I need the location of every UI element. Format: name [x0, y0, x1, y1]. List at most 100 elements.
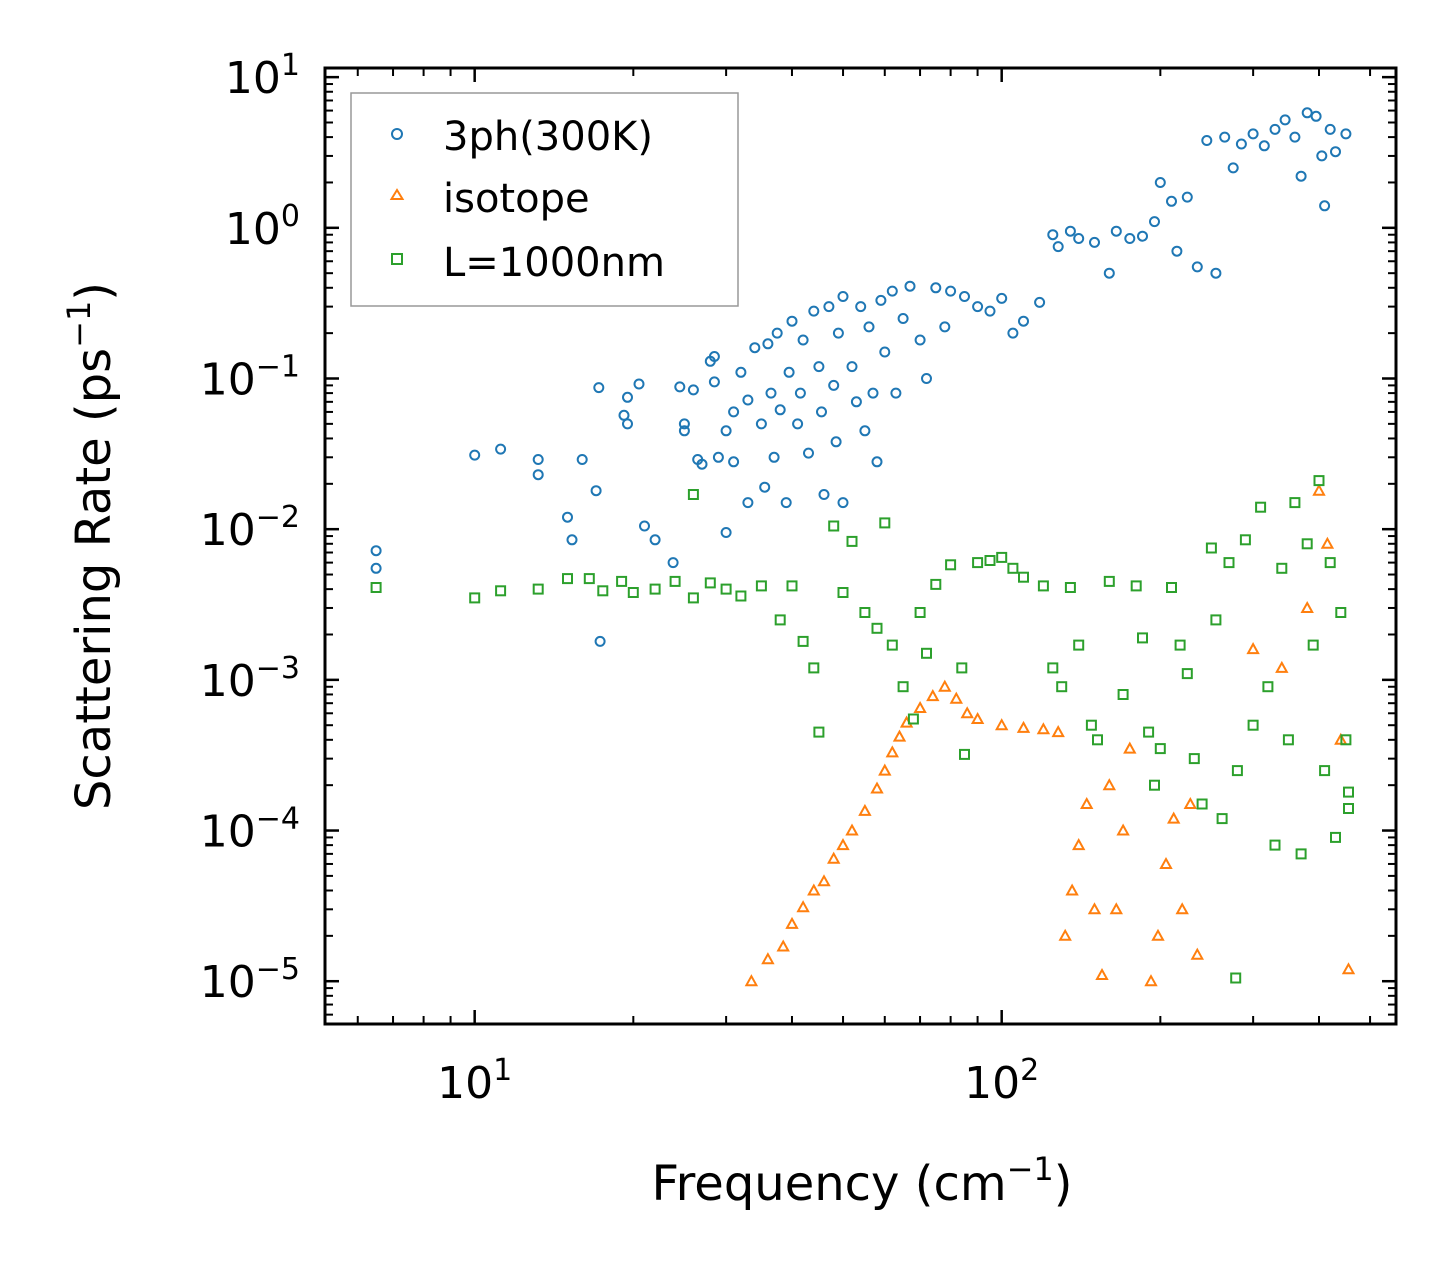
- data-point: [1151, 928, 1165, 941]
- data-point: [1191, 261, 1203, 273]
- data-point: [956, 662, 968, 674]
- data-point: [1188, 753, 1200, 765]
- data-point: [532, 583, 544, 595]
- data-point: [818, 489, 830, 500]
- data-point: [1235, 138, 1247, 150]
- data-point: [1210, 614, 1222, 626]
- data-point: [1307, 639, 1319, 651]
- data-point: [1149, 216, 1160, 228]
- data-point: [846, 535, 858, 547]
- data-point: [735, 590, 747, 602]
- data-point: [930, 578, 942, 590]
- data-point: [1183, 796, 1197, 809]
- data-point: [370, 562, 382, 574]
- data-point: [1073, 233, 1085, 244]
- data-point: [1269, 839, 1281, 851]
- series-0: [370, 107, 1352, 647]
- data-point: [878, 763, 892, 776]
- data-point: [885, 745, 899, 758]
- data-point: [1319, 200, 1331, 212]
- data-point: [495, 585, 507, 597]
- data-point: [583, 573, 595, 585]
- data-point: [669, 575, 681, 587]
- data-point: [871, 456, 883, 468]
- data-point: [469, 449, 481, 461]
- data-point: [1301, 538, 1313, 550]
- data-point: [886, 285, 898, 297]
- data-point: [687, 384, 699, 396]
- data-point: [1279, 114, 1291, 126]
- data-point: [827, 851, 841, 864]
- data-point: [1247, 719, 1259, 731]
- data-point: [817, 874, 831, 887]
- data-point: [1073, 639, 1085, 651]
- data-point: [1316, 150, 1328, 162]
- data-point: [797, 334, 809, 346]
- data-point: [774, 614, 786, 626]
- data-point: [1310, 110, 1322, 122]
- data-point: [765, 387, 777, 399]
- data-point: [1324, 557, 1336, 569]
- data-point: [879, 517, 891, 529]
- data-point: [1275, 660, 1289, 673]
- data-point: [576, 454, 588, 465]
- data-point: [1223, 557, 1235, 569]
- data-point: [771, 327, 783, 339]
- data-point: [794, 387, 806, 399]
- data-point: [921, 647, 932, 659]
- data-point: [1137, 230, 1148, 242]
- data-point: [1255, 501, 1267, 513]
- x-axis-label: Frequency (cm−1): [651, 1150, 1072, 1212]
- data-point: [828, 520, 840, 532]
- data-point: [744, 974, 759, 987]
- data-point: [742, 394, 754, 406]
- data-point: [1154, 177, 1166, 188]
- data-point: [890, 387, 902, 399]
- data-point: [755, 580, 767, 592]
- data-point: [837, 587, 849, 598]
- data-point: [1095, 967, 1109, 980]
- data-point: [1230, 972, 1242, 984]
- data-point: [532, 454, 544, 465]
- data-point: [897, 681, 909, 693]
- data-point: [1340, 128, 1352, 140]
- data-point: [774, 404, 786, 416]
- data-point: [816, 406, 827, 418]
- legend-marker-3ph: [391, 128, 403, 140]
- data-point: [1123, 741, 1137, 754]
- data-point: [807, 883, 821, 896]
- data-point: [1064, 582, 1076, 593]
- data-point: [1340, 734, 1352, 746]
- data-point: [1089, 236, 1100, 248]
- data-point: [1343, 786, 1354, 798]
- data-point: [907, 713, 919, 725]
- data-point: [984, 305, 996, 317]
- data-point: [1092, 734, 1103, 746]
- data-point: [370, 545, 382, 557]
- y-tick-label: 10−2: [200, 500, 300, 556]
- data-point: [1300, 600, 1314, 613]
- data-point: [532, 469, 544, 481]
- y-tick-labels: 101 100 10−1 10−2 10−3 10−4 10−5: [200, 48, 300, 1008]
- data-point: [590, 485, 602, 497]
- data-point: [945, 285, 957, 297]
- data-point: [846, 361, 858, 373]
- data-point: [828, 379, 840, 391]
- data-point: [1007, 327, 1019, 339]
- y-tick-label: 101: [225, 48, 300, 104]
- data-point: [566, 534, 578, 546]
- data-point: [1103, 575, 1115, 587]
- data-point: [836, 838, 850, 851]
- data-point: [1130, 580, 1142, 592]
- data-point: [1056, 681, 1068, 693]
- legend-marker-isotope: [389, 188, 405, 200]
- data-point: [674, 381, 686, 393]
- data-point: [1171, 245, 1183, 257]
- data-point: [1246, 642, 1260, 655]
- data-point: [808, 305, 820, 317]
- data-point: [562, 573, 573, 585]
- data-point: [749, 342, 761, 354]
- data-point: [1037, 580, 1049, 592]
- data-point: [1205, 542, 1217, 554]
- data-point: [970, 711, 985, 724]
